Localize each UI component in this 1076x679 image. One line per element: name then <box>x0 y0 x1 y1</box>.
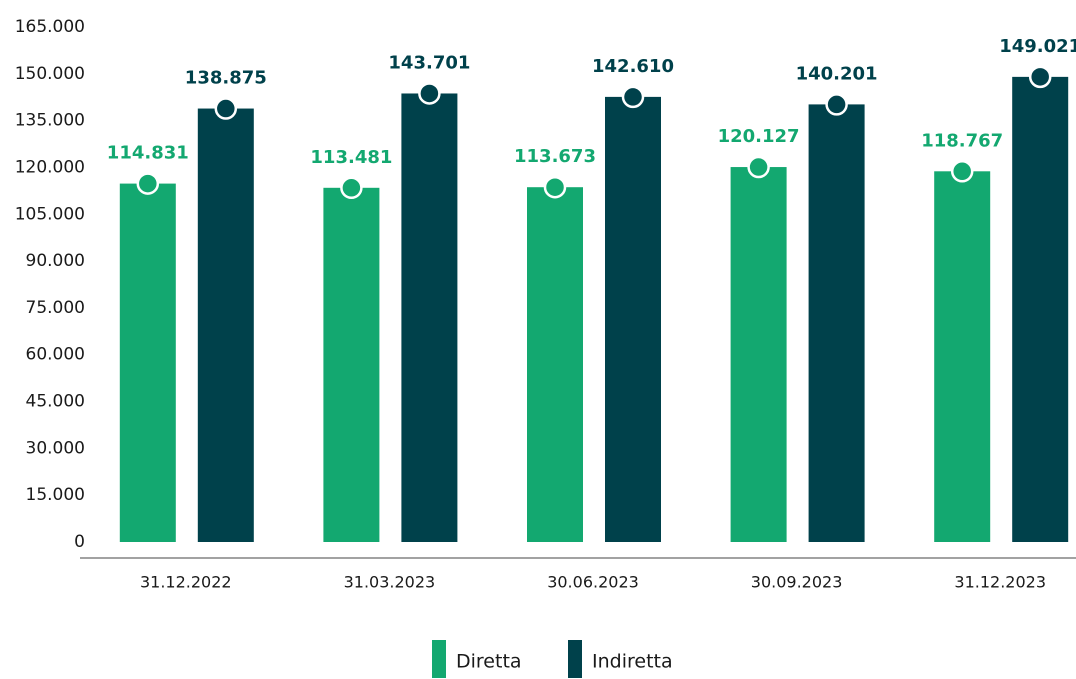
bar-marker <box>214 97 238 120</box>
bar <box>527 187 583 542</box>
bar <box>730 167 787 542</box>
bar <box>808 104 865 542</box>
legend-label: Indiretta <box>592 651 673 673</box>
bar <box>401 93 458 542</box>
bar-marker <box>1028 65 1052 89</box>
y-tick-label: 135.000 <box>15 111 85 131</box>
bar-marker <box>747 155 770 179</box>
y-tick-label: 165.000 <box>15 17 85 37</box>
bar <box>119 183 176 543</box>
y-tick-label: 0 <box>74 532 85 552</box>
x-tick-label: 30.06.2023 <box>547 573 639 592</box>
legend-swatch <box>432 640 446 678</box>
bar <box>323 187 380 542</box>
value-label: 138.875 <box>185 68 267 89</box>
value-label: 149.021 <box>999 36 1076 57</box>
bar-marker <box>340 176 363 200</box>
bar-marker <box>418 82 441 105</box>
bar <box>1012 76 1069 543</box>
y-tick-label: 105.000 <box>15 204 85 224</box>
legend-label: Diretta <box>456 651 522 673</box>
bar-marker <box>136 172 160 195</box>
bar-marker <box>621 85 645 109</box>
bar <box>934 171 991 543</box>
y-tick-label: 45.000 <box>26 392 85 412</box>
x-tick-label: 31.12.2022 <box>140 573 232 592</box>
y-tick-label: 30.000 <box>26 438 85 458</box>
y-tick-label: 150.000 <box>15 64 85 84</box>
bar-marker <box>950 160 974 183</box>
legend-swatch <box>568 640 582 678</box>
bar <box>605 96 661 542</box>
value-label: 120.127 <box>718 126 800 147</box>
x-tick-label: 31.03.2023 <box>344 573 436 592</box>
value-label: 114.831 <box>107 143 189 164</box>
y-tick-label: 75.000 <box>26 298 85 318</box>
value-label: 143.701 <box>388 52 470 73</box>
bar-marker <box>543 175 567 199</box>
x-tick-label: 30.09.2023 <box>751 573 843 592</box>
value-label: 113.673 <box>514 146 596 167</box>
value-label: 142.610 <box>592 56 674 77</box>
y-tick-label: 15.000 <box>26 485 85 505</box>
y-tick-label: 90.000 <box>26 251 85 271</box>
value-label: 118.767 <box>921 130 1003 151</box>
y-tick-label: 60.000 <box>26 345 85 365</box>
bar <box>197 108 254 543</box>
value-label: 113.481 <box>310 147 392 168</box>
bar-marker <box>825 93 848 116</box>
x-tick-label: 31.12.2023 <box>954 573 1046 592</box>
value-label: 140.201 <box>796 63 878 84</box>
y-tick-label: 120.000 <box>15 157 85 177</box>
